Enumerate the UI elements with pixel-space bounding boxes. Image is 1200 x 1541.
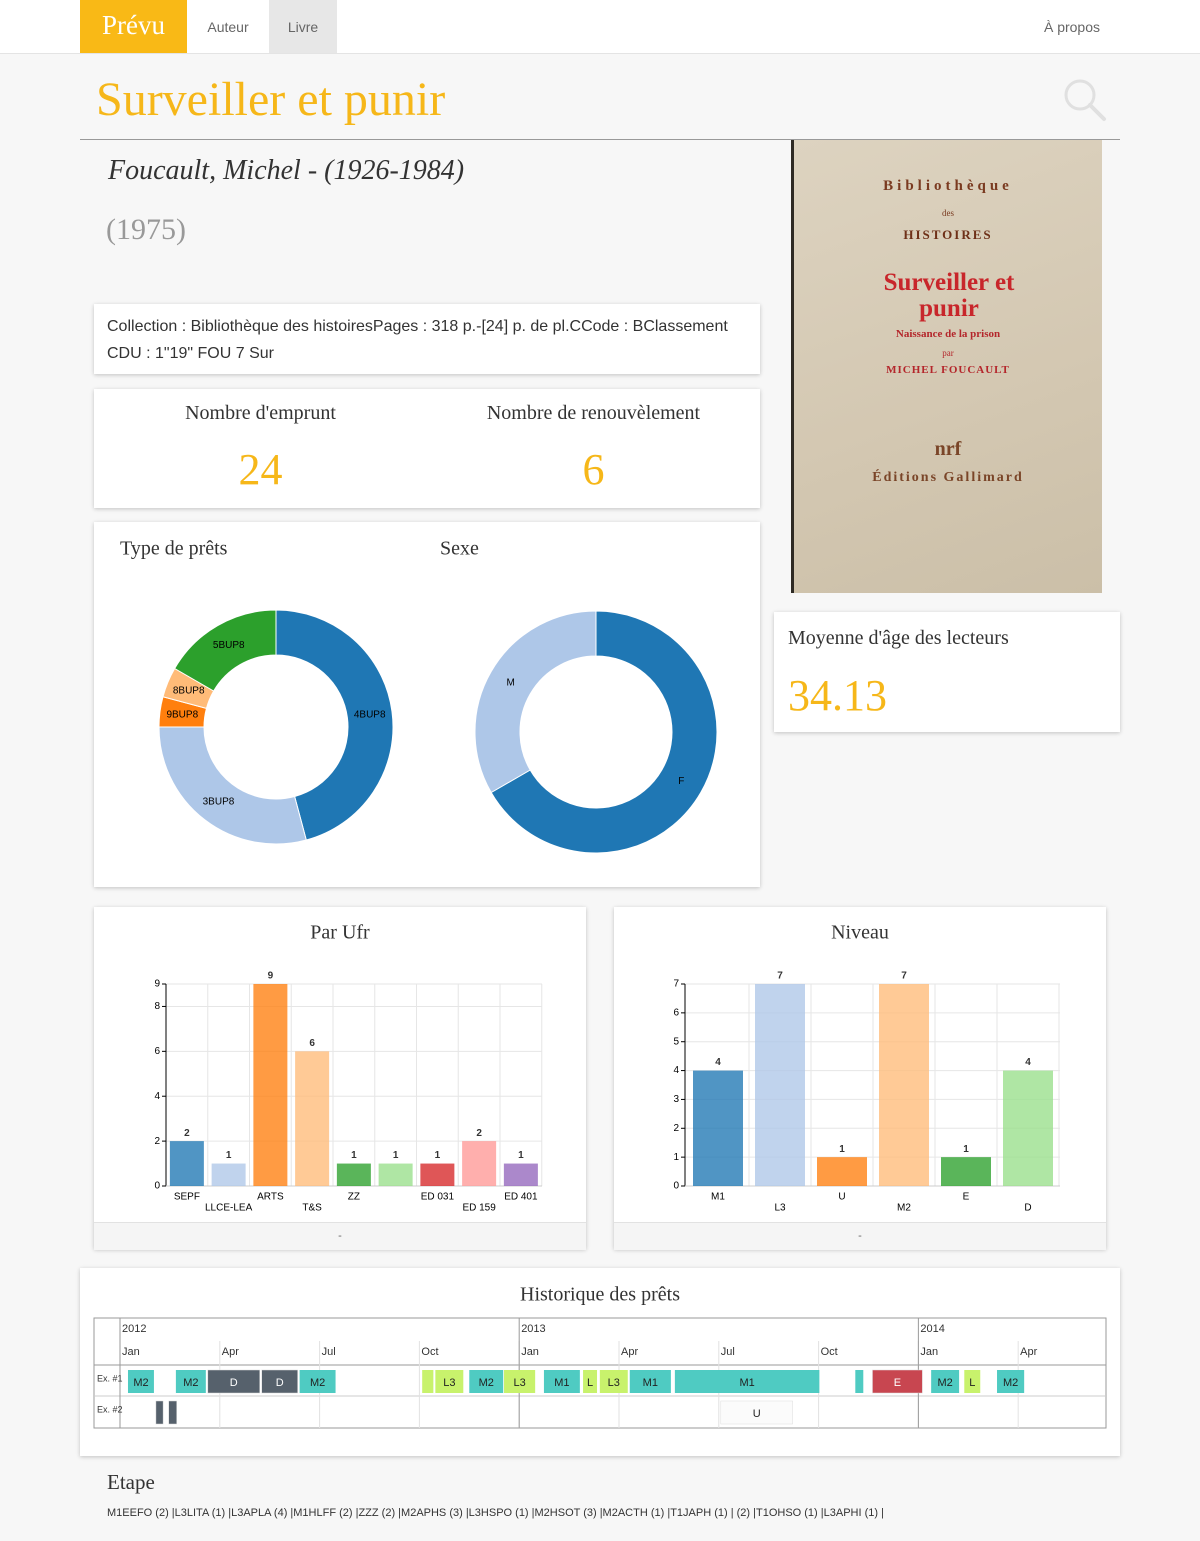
stat-value: 6 [582, 445, 605, 494]
bar-card: - [614, 907, 1106, 1250]
pie-card [94, 522, 760, 887]
age-label: Moyenne d'âge des lecteurs [788, 627, 1009, 649]
nav-link-active[interactable]: Livre [269, 0, 337, 53]
book-title: Surveiller et punir [96, 73, 446, 126]
info-card: Collection : Bibliothèque des histoiresP… [94, 304, 760, 374]
cover-subtitle: Naissance de la prison [895, 328, 1001, 340]
navbar: Prévu Auteur Livre À propos [0, 0, 1200, 54]
bar-card-footer: - [614, 1222, 1106, 1250]
book-author: Foucault, Michel - (1926-1984) [108, 155, 465, 186]
cover-imprint: nrf [934, 438, 962, 460]
book-year: (1975) [106, 213, 186, 246]
bar-card-footer: - [94, 1222, 586, 1250]
age-value: 34.13 [788, 671, 887, 720]
nav-about[interactable]: À propos [1043, 19, 1101, 35]
cover-series: Bibliothèque [883, 178, 1013, 194]
search-icon[interactable] [1060, 74, 1110, 124]
cover-by: par [942, 348, 954, 358]
cover-publisher: Éditions Gallimard [872, 470, 1024, 485]
title-rule [80, 139, 1120, 140]
cover-series-name: HISTOIRES [903, 227, 993, 242]
search-lens [1064, 79, 1096, 111]
stat-label: Nombre d'emprunt [185, 402, 336, 424]
stats-card: Nombre d'emprunt 24 Nombre de renouvèlem… [94, 389, 760, 508]
search-handle [1088, 103, 1106, 121]
etape-text: M1EEFO (2) |L3LITA (1) |L3APLA (4) |M1HL… [107, 1507, 884, 1519]
cover-series-de: des [942, 208, 954, 218]
age-card: Moyenne d'âge des lecteurs 34.13 [774, 612, 1120, 732]
cover-title: Surveiller et punir [883, 269, 1015, 322]
brand[interactable]: Prévu [80, 0, 187, 53]
stat-label: Nombre de renouvèlement [486, 402, 701, 424]
timeline-card [80, 1268, 1120, 1456]
bar-card: - [94, 907, 586, 1250]
book-cover: Bibliothèque des HISTOIRES Surveiller et… [791, 140, 1102, 593]
stat-value: 24 [238, 445, 283, 494]
nav-link[interactable]: Auteur [207, 19, 249, 35]
book-info: Collection : Bibliothèque des histoiresP… [107, 318, 728, 362]
cover-author: MICHEL FOUCAULT [886, 364, 1010, 376]
etape-title: Etape [107, 1470, 155, 1494]
